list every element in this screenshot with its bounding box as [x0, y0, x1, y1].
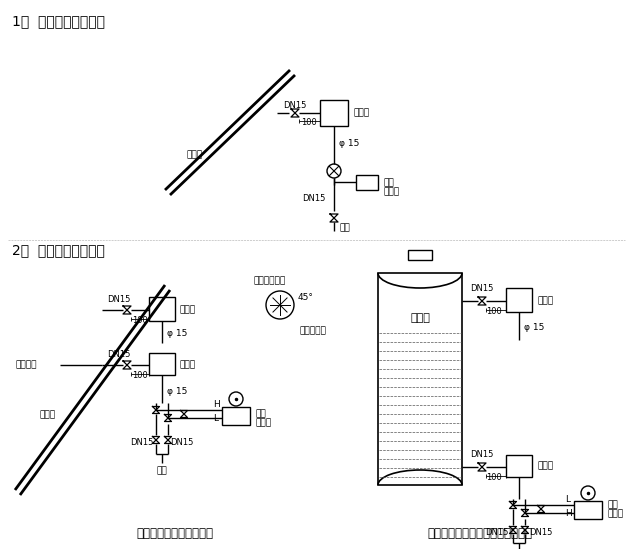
Bar [356, 175, 378, 190]
Text: DN15: DN15 [170, 438, 194, 447]
Text: 100: 100 [486, 473, 502, 482]
Text: 1、  压力变送器安装图: 1、 压力变送器安装图 [12, 14, 105, 28]
Text: 平衡罐: 平衡罐 [537, 296, 553, 305]
Text: 45°: 45° [298, 293, 314, 302]
Bar [222, 407, 250, 425]
Text: H: H [213, 400, 220, 409]
Text: 排污: 排污 [156, 466, 167, 475]
Text: DN15: DN15 [470, 284, 493, 293]
Text: 排污: 排污 [339, 223, 350, 232]
Text: 平衡罐: 平衡罐 [180, 361, 196, 369]
Bar [320, 100, 348, 126]
Text: DN15: DN15 [108, 295, 130, 304]
Text: φ 15: φ 15 [339, 139, 360, 148]
Text: H: H [565, 509, 572, 518]
Text: 蒸汽管: 蒸汽管 [40, 411, 56, 419]
Text: 测闪蒸罐冷凝水液位的安装示意图: 测闪蒸罐冷凝水液位的安装示意图 [427, 527, 532, 540]
Text: 压力: 压力 [383, 178, 394, 187]
Text: 闪蒸罐: 闪蒸罐 [410, 313, 430, 323]
Text: 平衡罐: 平衡罐 [180, 305, 196, 315]
Text: DN15: DN15 [108, 350, 130, 359]
Text: 100: 100 [486, 307, 502, 316]
Text: 100: 100 [132, 316, 148, 325]
Text: 变送器: 变送器 [383, 187, 399, 196]
Text: 2、  差压变送器安装图: 2、 差压变送器安装图 [12, 243, 105, 257]
Bar [574, 501, 602, 519]
Text: φ 15: φ 15 [167, 386, 187, 395]
Text: DN15: DN15 [470, 450, 493, 459]
Text: 测管道差压的安装示意图: 测管道差压的安装示意图 [137, 527, 213, 540]
Text: 100: 100 [301, 118, 317, 127]
Text: L: L [213, 414, 218, 423]
Text: 变送器: 变送器 [607, 509, 623, 518]
Text: 平衡罐: 平衡罐 [537, 461, 553, 470]
Text: 差压: 差压 [607, 501, 618, 509]
Bar [506, 455, 532, 477]
Text: DN15: DN15 [486, 528, 509, 537]
Text: 平衡罐: 平衡罐 [353, 109, 369, 117]
Text: 引出测量点: 引出测量点 [300, 326, 327, 335]
Text: DN15: DN15 [529, 528, 553, 537]
Text: DN15: DN15 [130, 438, 154, 447]
Bar [149, 353, 175, 375]
Text: L: L [565, 495, 570, 504]
Text: 差压: 差压 [255, 409, 266, 418]
Text: φ 15: φ 15 [167, 328, 187, 338]
Text: 100: 100 [132, 371, 148, 380]
Text: 蒸汽管横截面: 蒸汽管横截面 [254, 276, 286, 285]
Text: DN15: DN15 [303, 194, 326, 203]
Bar [506, 288, 532, 312]
Bar [378, 273, 462, 485]
Bar [149, 297, 175, 321]
Text: DN15: DN15 [284, 101, 306, 110]
Text: 冷凝水管: 冷凝水管 [15, 361, 37, 369]
Text: φ 15: φ 15 [524, 323, 544, 333]
Text: 蒸汽管: 蒸汽管 [187, 150, 203, 160]
Bar [408, 250, 432, 260]
Text: 变送器: 变送器 [255, 418, 271, 427]
